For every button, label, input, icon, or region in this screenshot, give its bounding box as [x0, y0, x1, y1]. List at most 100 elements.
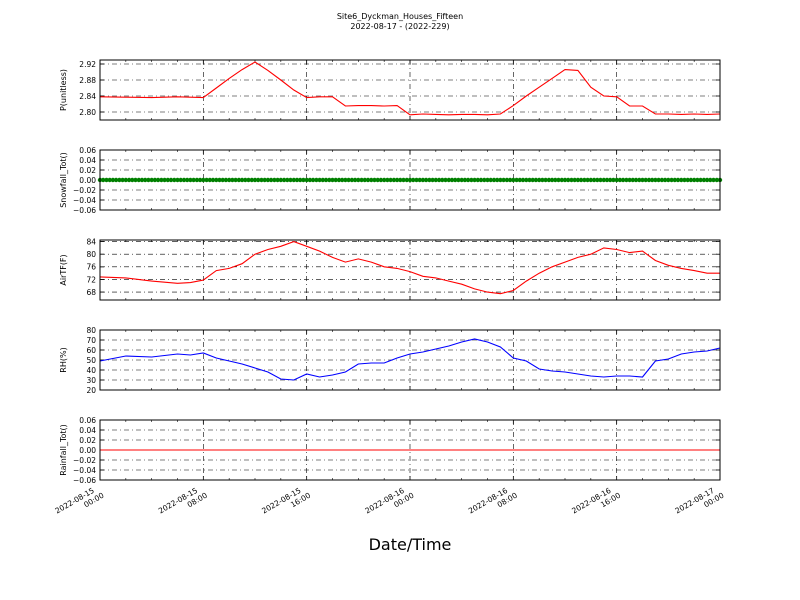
- data-point: [317, 177, 322, 183]
- data-point: [204, 177, 209, 183]
- data-point: [559, 177, 564, 183]
- data-point: [498, 177, 503, 183]
- data-point: [210, 177, 216, 183]
- data-point: [488, 177, 493, 183]
- data-point: [666, 177, 671, 183]
- series-line: [99, 241, 720, 295]
- y-tick-label: 80: [86, 250, 96, 259]
- data-point: [695, 177, 700, 183]
- data-point: [394, 177, 400, 183]
- data-point: [356, 177, 361, 183]
- data-point: [549, 177, 555, 183]
- data-point: [130, 177, 135, 183]
- data-point: [669, 177, 674, 183]
- y-tick-label: 84: [86, 237, 96, 246]
- data-point: [197, 177, 203, 183]
- data-point: [340, 177, 345, 183]
- data-point: [220, 177, 225, 183]
- data-point: [588, 177, 593, 183]
- data-point: [433, 177, 438, 183]
- data-point: [585, 177, 590, 183]
- data-point: [582, 177, 587, 183]
- y-tick-label: 0.00: [79, 176, 96, 185]
- data-point: [359, 177, 364, 183]
- data-point: [453, 177, 458, 183]
- series-line: [99, 338, 721, 381]
- data-point: [194, 177, 200, 183]
- data-point: [569, 177, 574, 183]
- data-point: [620, 177, 626, 183]
- data-point: [533, 177, 539, 183]
- data-point: [653, 177, 658, 183]
- data-point: [617, 177, 623, 183]
- data-point: [320, 177, 325, 183]
- data-point: [291, 177, 296, 183]
- y-tick-label: 72: [86, 275, 96, 284]
- data-point: [101, 177, 106, 183]
- data-point: [495, 177, 500, 183]
- x-axis-ticks: 2022-08-1500:00 2022-08-1508:00 2022-08-15…: [54, 483, 726, 523]
- data-point: [507, 177, 513, 183]
- data-point: [239, 177, 245, 183]
- data-point: [698, 177, 703, 183]
- data-point: [427, 177, 432, 183]
- data-point: [553, 177, 558, 183]
- data-point: [685, 177, 690, 183]
- y-tick-label: 68: [86, 288, 96, 297]
- data-point: [178, 177, 183, 183]
- data-point: [624, 177, 629, 183]
- data-point: [136, 177, 141, 183]
- y-tick-label: 30: [86, 376, 96, 385]
- data-point: [491, 177, 497, 183]
- data-point: [646, 177, 652, 183]
- data-point: [604, 177, 610, 183]
- y-tick-label: 0.06: [79, 146, 96, 155]
- data-point: [265, 177, 271, 183]
- data-point: [362, 177, 367, 183]
- data-point: [369, 177, 374, 183]
- y-tick-label: 70: [86, 336, 96, 345]
- data-point: [246, 177, 251, 183]
- y-axis-label: RH(%): [59, 347, 68, 372]
- data-point: [501, 177, 506, 183]
- data-point: [414, 177, 419, 183]
- data-point: [420, 177, 426, 183]
- x-tick-label: 2022-08-1516:00: [260, 483, 312, 523]
- data-point: [243, 177, 248, 183]
- data-point: [465, 177, 471, 183]
- x-axis-label: Date/Time: [369, 535, 452, 554]
- data-point: [188, 177, 193, 183]
- data-point: [207, 177, 212, 183]
- data-point: [443, 177, 448, 183]
- data-point: [704, 177, 710, 183]
- data-point: [110, 177, 116, 183]
- data-point: [333, 177, 338, 183]
- data-point: [233, 177, 238, 183]
- data-point: [314, 177, 319, 183]
- panels: 2.802.842.882.92P(unitless)0.060.040.020…: [59, 59, 723, 485]
- data-point: [227, 177, 232, 183]
- y-tick-label: 0.02: [79, 436, 96, 445]
- data-point: [230, 177, 235, 183]
- data-point: [327, 177, 332, 183]
- data-point: [659, 177, 665, 183]
- data-point: [475, 177, 480, 183]
- data-point: [120, 177, 125, 183]
- x-tick-label: 2022-08-1600:00: [364, 483, 416, 523]
- data-point: [469, 177, 474, 183]
- x-tick-label: 2022-08-1700:00: [674, 483, 726, 523]
- chart-title: Site6_Dyckman_Houses_Fifteen: [337, 12, 463, 21]
- data-point: [675, 177, 681, 183]
- data-point: [540, 177, 545, 183]
- data-point: [256, 177, 261, 183]
- data-point: [298, 177, 303, 183]
- y-tick-label: −0.06: [73, 206, 96, 215]
- panel-frame: [99, 59, 721, 121]
- data-point: [472, 177, 477, 183]
- data-point: [692, 177, 697, 183]
- data-point: [572, 177, 577, 183]
- data-point: [398, 177, 403, 183]
- y-tick-label: −0.04: [73, 466, 96, 475]
- y-tick-label: −0.04: [73, 196, 96, 205]
- data-point: [530, 177, 535, 183]
